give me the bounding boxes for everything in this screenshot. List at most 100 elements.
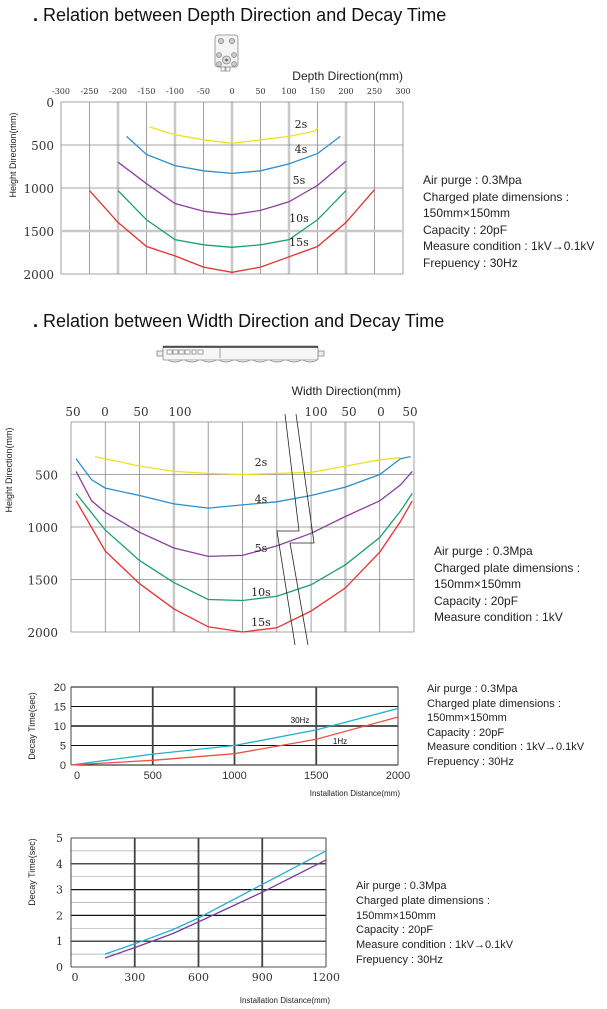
series-line-4s xyxy=(75,455,411,509)
ionizer-nozzle-icon xyxy=(214,34,239,72)
x-tick-label: 2000 xyxy=(386,770,410,782)
x-tick-label: 1200 xyxy=(312,971,340,984)
condition-line: Air purge : 0.3Mpa xyxy=(427,683,518,695)
series-line-2s xyxy=(149,126,318,144)
test-conditions-2: Air purge : 0.3Mpa Charged plate dimensi… xyxy=(434,543,580,626)
x-tick-label: 50 xyxy=(255,87,265,96)
section-title-width: . Relation between Width Direction and D… xyxy=(33,311,444,332)
condition-line: Capacity : 20pF xyxy=(356,924,434,937)
condition-line: Charged plate dimensions : xyxy=(423,189,570,204)
series-line-30Hz xyxy=(70,707,399,766)
x-tick-label: 0 xyxy=(229,87,234,96)
x-tick-label: 1000 xyxy=(222,770,246,782)
y-tick-label: 5 xyxy=(56,832,63,845)
y-tick-label: 0 xyxy=(60,760,66,772)
condition-line: Charged plate dimensions : xyxy=(434,560,581,575)
x-axis-label: Depth Direction(mm) xyxy=(292,69,403,83)
bullet: . xyxy=(33,5,39,25)
condition-line: 150mm×150mm xyxy=(423,206,511,220)
condition-line: Charged plate dimensions : xyxy=(427,697,561,710)
y-tick-label: 15 xyxy=(54,702,66,714)
y-tick-label: 10 xyxy=(54,721,66,733)
series-line-4s xyxy=(126,135,341,175)
section-title-depth: . Relation between Depth Direction and D… xyxy=(33,5,446,26)
series-label: 30Hz xyxy=(291,716,310,725)
y-tick-label: 0 xyxy=(46,96,54,110)
axis-break-line xyxy=(276,413,300,646)
series-line-series-b xyxy=(104,859,327,959)
condition-line: Measure condition : 1kV→0.1kV xyxy=(356,939,514,952)
test-conditions-1: Air purge : 0.3Mpa Charged plate dimensi… xyxy=(423,172,594,271)
y-tick-label: 1500 xyxy=(23,225,54,239)
section-title-text: Relation between Width Direction and Dec… xyxy=(43,311,445,331)
y-tick-label: 4 xyxy=(56,858,63,871)
x-axis-label: Installation Distance(mm) xyxy=(310,789,401,798)
y-axis-label: Decay Time(sec) xyxy=(27,838,37,906)
condition-line: Measure condition : 1kV→0.1kV xyxy=(427,741,585,754)
series-line-10s xyxy=(117,190,347,248)
y-tick-label: 500 xyxy=(31,139,54,153)
x-axis-label: Width Direction(mm) xyxy=(292,384,401,398)
x-tick-label: 150 xyxy=(310,87,325,96)
x-tick-label: -100 xyxy=(166,87,184,96)
series-line-1Hz xyxy=(70,716,399,766)
series-line-5s xyxy=(117,160,347,216)
series-label: 4s xyxy=(255,493,268,506)
x-tick-label: 100 xyxy=(281,87,296,96)
y-tick-label: 1 xyxy=(56,935,63,948)
series-line-5s xyxy=(75,470,413,558)
condition-line: Capacity : 20pF xyxy=(427,726,505,739)
x-tick-label: 1500 xyxy=(304,770,328,782)
x-tick-label: 200 xyxy=(338,87,353,96)
x-axis-label: Installation Distance(mm) xyxy=(240,996,331,1005)
x-tick-label: 100 xyxy=(169,405,192,419)
condition-line: 150mm×150mm xyxy=(356,909,436,922)
x-tick-label: 250 xyxy=(367,87,382,96)
series-label: 10s xyxy=(289,212,309,225)
x-tick-label: 50 xyxy=(133,405,148,419)
condition-line: Measure condition : 1kV xyxy=(434,610,563,624)
y-tick-label: 500 xyxy=(35,469,58,483)
y-tick-label: 1500 xyxy=(27,574,58,588)
x-tick-label: -200 xyxy=(109,87,127,96)
section-title-text: Relation between Depth Direction and Dec… xyxy=(43,5,447,25)
x-tick-label: 50 xyxy=(341,405,356,419)
y-tick-label: 3 xyxy=(56,884,63,897)
series-label: 1Hz xyxy=(333,737,347,746)
x-tick-label: 50 xyxy=(402,405,417,419)
ionizer-bar-icon xyxy=(156,345,325,363)
x-tick-label: 500 xyxy=(144,770,162,782)
x-tick-label: -50 xyxy=(197,87,210,96)
y-axis-label: Height Direction(mm) xyxy=(4,427,14,512)
y-tick-label: 2 xyxy=(56,909,63,922)
series-line-15s xyxy=(75,500,413,633)
series-line-15s xyxy=(89,189,375,273)
condition-line: Air purge : 0.3Mpa xyxy=(434,544,533,558)
condition-line: Frepuency : 30Hz xyxy=(427,755,514,768)
x-tick-label: 300 xyxy=(124,971,145,984)
x-tick-label: 100 xyxy=(305,405,328,419)
series-label: 5s xyxy=(293,174,306,187)
series-label: 2s xyxy=(255,456,268,469)
series-label: 2s xyxy=(295,118,308,131)
test-conditions-4: Air purge : 0.3Mpa Charged plate dimensi… xyxy=(356,879,513,968)
y-tick-label: 5 xyxy=(60,741,66,753)
condition-line: Charged plate dimensions : xyxy=(356,894,490,907)
x-tick-label: 0 xyxy=(74,770,80,782)
axis-break-line xyxy=(289,413,315,646)
condition-line: Measure condition : 1kV→0.1kV xyxy=(423,239,595,253)
series-label: 5s xyxy=(255,542,268,555)
condition-line: Frepuency : 30Hz xyxy=(423,255,518,270)
y-axis-label: Decay Time(sec) xyxy=(27,692,37,760)
x-tick-label: 0 xyxy=(101,405,109,419)
y-tick-label: 2000 xyxy=(27,626,58,640)
series-line-2s xyxy=(94,455,401,476)
y-tick-label: 2000 xyxy=(23,268,54,282)
condition-line: Capacity : 20pF xyxy=(434,593,519,608)
x-tick-label: 300 xyxy=(395,87,410,96)
y-axis-label: Height Direction(mm) xyxy=(8,112,18,197)
x-tick-label: 900 xyxy=(252,971,273,984)
